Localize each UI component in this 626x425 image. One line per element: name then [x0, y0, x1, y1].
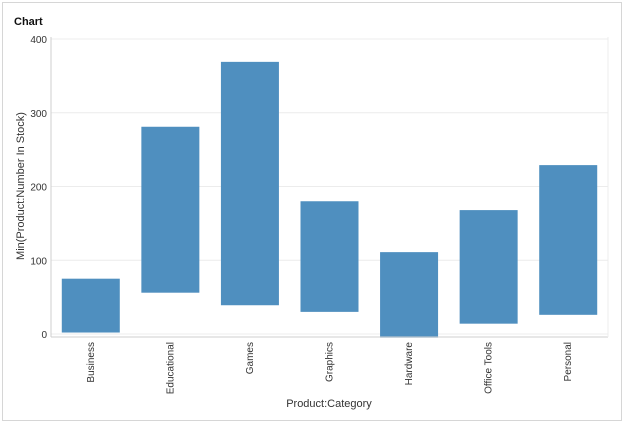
y-axis-label: Min(Product:Number In Stock): [15, 112, 27, 260]
y-tick-label-200: 200: [30, 183, 47, 194]
x-tick-label-educational: Educational: [165, 342, 176, 394]
x-tick-label-games: Games: [245, 342, 256, 374]
x-tick-label-office-tools: Office Tools: [484, 342, 495, 394]
y-tick-label-400: 400: [30, 35, 47, 46]
x-tick-label-business: Business: [86, 342, 97, 383]
bar-office-tools[interactable]: [459, 210, 518, 324]
bar-games[interactable]: [220, 61, 279, 306]
x-tick-label-graphics: Graphics: [325, 342, 336, 382]
bar-educational[interactable]: [141, 126, 200, 293]
y-tick-label-0: 0: [41, 330, 47, 341]
y-tick-label-100: 100: [30, 256, 47, 267]
chart-title: Chart: [14, 16, 43, 28]
axes: [50, 37, 609, 338]
bar-graphics[interactable]: [300, 201, 359, 312]
bar-personal[interactable]: [539, 165, 598, 315]
bar-business[interactable]: [61, 278, 120, 333]
y-tick-label-300: 300: [30, 109, 47, 120]
tick-labels: 0 100 200 300 400 Business Educational Games Gra…: [30, 35, 574, 394]
bar-hardware[interactable]: [380, 252, 439, 338]
bars: [61, 61, 598, 338]
x-tick-label-personal: Personal: [563, 342, 574, 381]
x-tick-label-hardware: Hardware: [404, 342, 415, 386]
x-axis-label: Product:Category: [286, 398, 372, 410]
